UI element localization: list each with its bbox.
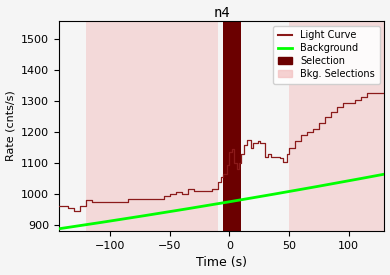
X-axis label: Time (s): Time (s) (196, 257, 247, 269)
Bar (289, 21, 385, 231)
Y-axis label: Rate (cnts/s): Rate (cnts/s) (5, 90, 16, 161)
Title: n4: n4 (213, 6, 230, 20)
Bar (86, 21, 218, 231)
Legend: Light Curve, Background, Selection, Bkg. Selections: Light Curve, Background, Selection, Bkg.… (273, 26, 379, 84)
Bar (223, 21, 241, 231)
